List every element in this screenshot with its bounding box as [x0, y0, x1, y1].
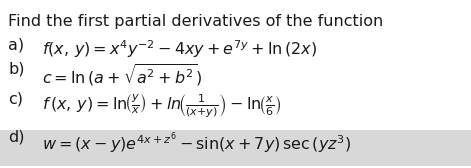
Bar	[0, 130, 471, 166]
Text: $c = \mathrm{ln}\,(a + \sqrt{a^2 + b^2})$: $c = \mathrm{ln}\,(a + \sqrt{a^2 + b^2})…	[42, 62, 202, 88]
Text: $f\,(x,\,y) = \mathrm{ln}\!\left(\frac{y}{x}\right) + \mathit{ln}\!\left(\frac{1: $f\,(x,\,y) = \mathrm{ln}\!\left(\frac{y…	[42, 92, 281, 120]
Text: Find the first partial derivatives of the function: Find the first partial derivatives of th…	[8, 14, 383, 29]
Text: b): b)	[8, 62, 24, 77]
Text: $f(x,\,y) = x^4y^{-2} - 4xy + e^{7y} + \mathrm{ln}\,(2x)$: $f(x,\,y) = x^4y^{-2} - 4xy + e^{7y} + \…	[42, 38, 317, 60]
Text: a): a)	[8, 38, 24, 53]
Text: c): c)	[8, 92, 23, 107]
Text: $w = (x - y)e^{4x+z^6} - \sin(x + 7y)\,\mathrm{sec}\,(yz^3)$: $w = (x - y)e^{4x+z^6} - \sin(x + 7y)\,\…	[42, 130, 351, 156]
Text: d): d)	[8, 130, 24, 145]
